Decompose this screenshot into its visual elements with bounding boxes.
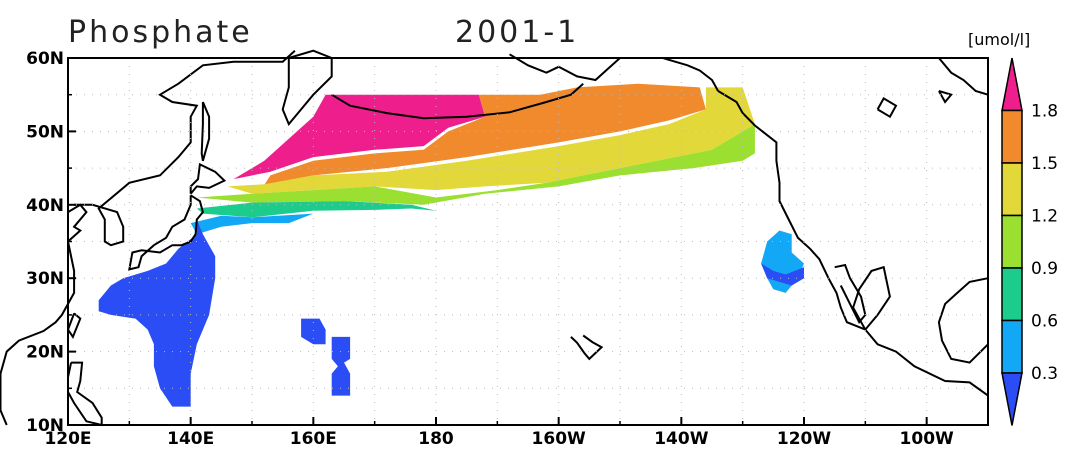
- colorbar-label: 0.3: [1031, 364, 1058, 384]
- units-label: [umol/l]: [968, 30, 1030, 49]
- colorbar-swatch: [1001, 57, 1023, 112]
- coast-hudson: [938, 57, 989, 96]
- colorbar-swatch: [1001, 109, 1023, 164]
- coast-hokkaido: [189, 162, 227, 195]
- region-0.3-0.6: [761, 230, 804, 293]
- coast-baja: [834, 263, 867, 325]
- region-1.5-1.8: [264, 83, 706, 185]
- map-date: 2001-1: [455, 15, 579, 50]
- colorbar-swatch: [1001, 372, 1023, 426]
- y-tick-label: 20N: [26, 343, 64, 363]
- x-tick-label: 120E: [44, 429, 91, 449]
- region-below-0.3: [301, 318, 326, 345]
- region-0.3-0.6: [190, 213, 314, 235]
- y-axis: 10N 20N 30N 40N 50N 60N: [26, 49, 76, 436]
- y-tick-label: 60N: [26, 49, 64, 69]
- coast-asia-north: [74, 49, 296, 247]
- x-tick-label: 160W: [532, 429, 586, 449]
- x-tick-label: 100W: [900, 429, 954, 449]
- coastlines: [0, 49, 989, 427]
- colorbar-swatch: [1001, 319, 1023, 374]
- coast-north-america: [717, 90, 989, 397]
- colorbar-swatch: [1001, 162, 1023, 217]
- colorbar-label: 0.9: [1031, 259, 1058, 279]
- region-below-0.3: [331, 336, 351, 396]
- coast-kamchatka: [281, 49, 333, 127]
- region-0.9-1.2: [196, 124, 755, 205]
- region-below-0.3: [98, 219, 216, 407]
- y-tick-label: 10N: [26, 416, 64, 436]
- map-title: Phosphate: [68, 15, 253, 50]
- x-tick-label: 180: [418, 429, 454, 449]
- coast-aleutians: [331, 82, 584, 120]
- colorbar-label: 1.2: [1031, 207, 1058, 227]
- x-tick-label: 120W: [777, 429, 831, 449]
- coast-hawaii: [570, 334, 604, 361]
- colorbar-swatch: [1001, 214, 1023, 269]
- region-below-0.3: [761, 263, 804, 286]
- coast-taiwan: [66, 312, 82, 340]
- data-field: [98, 83, 804, 407]
- y-tick-label: 30N: [26, 269, 64, 289]
- coast-island: [938, 90, 953, 104]
- coast-sakhalin: [200, 101, 211, 162]
- region-above-1.8: [233, 94, 486, 180]
- colorbar-swatch: [1001, 267, 1023, 322]
- region-1.2-1.5: [227, 87, 755, 194]
- x-axis: 120E 140E 160E 180 160W 140W 120W 100W: [44, 417, 954, 449]
- coast-gulf: [937, 277, 989, 364]
- colorbar-label: 1.5: [1031, 154, 1058, 174]
- x-tick-label: 140E: [167, 429, 214, 449]
- x-tick-label: 160E: [290, 429, 337, 449]
- coast-honshu: [128, 194, 205, 271]
- region-0.6-0.9: [196, 201, 436, 218]
- coast-island: [876, 97, 898, 119]
- colorbar-label: 0.6: [1031, 312, 1058, 332]
- y-tick-label: 50N: [26, 122, 64, 142]
- coast-philippines: [67, 361, 103, 427]
- x-tick-label: 140W: [654, 429, 708, 449]
- colorbar: 0.3 0.6 0.9 1.2 1.5 1.8: [1001, 57, 1058, 426]
- colorbar-label: 1.8: [1031, 102, 1058, 122]
- y-tick-label: 40N: [26, 196, 64, 216]
